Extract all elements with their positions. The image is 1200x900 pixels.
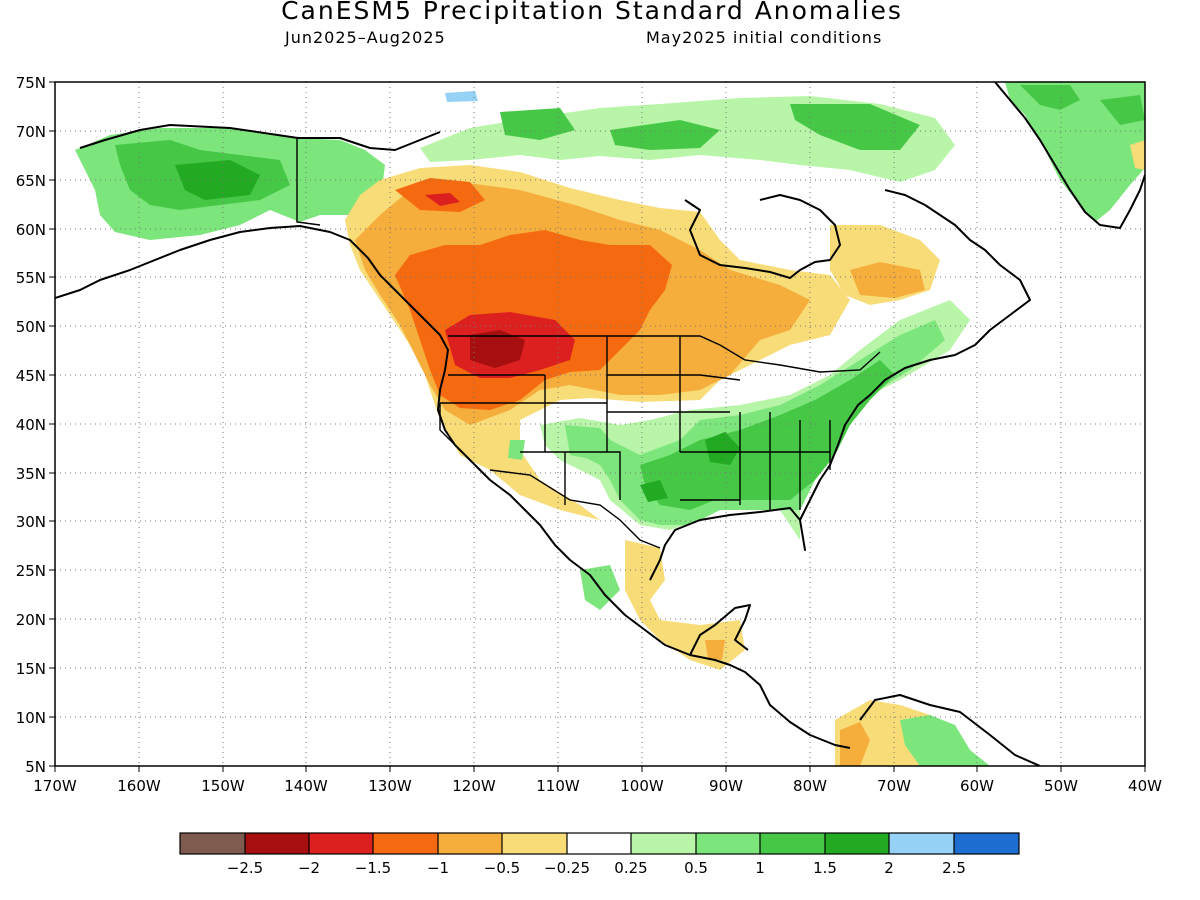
colorbar-label: −2.5 xyxy=(227,859,263,877)
lat-label: 50N xyxy=(16,318,46,336)
anomaly-region-greenland-dry xyxy=(1130,140,1145,170)
lon-label: 70W xyxy=(877,777,911,795)
anomaly-region-eastcanada-dry-core xyxy=(850,262,925,298)
latitude-labels: 75N 70N 65N 60N 55N 50N 45N 40N 35N 30N … xyxy=(16,74,46,776)
lon-label: 50W xyxy=(1044,777,1078,795)
tick-marks xyxy=(49,81,1146,772)
coastline-hudson xyxy=(684,194,841,279)
lat-label: 25N xyxy=(16,562,46,580)
lat-label: 55N xyxy=(16,269,46,287)
lon-label: 40W xyxy=(1128,777,1162,795)
colorbar-swatch xyxy=(373,833,438,854)
colorbar-swatch xyxy=(438,833,502,854)
political-borders xyxy=(296,138,881,549)
coastline-greenland xyxy=(994,82,1145,229)
anomaly-region-samerica-dry-core xyxy=(840,722,870,766)
lon-label: 60W xyxy=(960,777,994,795)
lat-label: 40N xyxy=(16,416,46,434)
anomaly-region-west-dry-ex xyxy=(470,330,525,368)
coastline-gulf xyxy=(649,189,1031,581)
colorbar-label: 1 xyxy=(755,859,765,877)
colorbar-swatch xyxy=(245,833,309,854)
coastline-alaska xyxy=(55,124,851,749)
colorbar-swatch xyxy=(889,833,954,854)
border-alaska-canada xyxy=(296,138,321,226)
colorbar-swatch xyxy=(954,833,1019,854)
colorbar-swatch xyxy=(631,833,696,854)
anomaly-region-mexico-dry-core xyxy=(705,640,725,660)
colorbar-label: −0.5 xyxy=(484,859,520,877)
lat-label: 65N xyxy=(16,172,46,190)
anomaly-region-greenland xyxy=(1005,82,1145,222)
lat-label: 70N xyxy=(16,123,46,141)
lat-label: 45N xyxy=(16,367,46,385)
lon-label: 150W xyxy=(201,777,245,795)
colorbar-label: 1.5 xyxy=(813,859,837,877)
lon-label: 110W xyxy=(536,777,580,795)
anomaly-region-mexico-dry xyxy=(625,540,745,670)
lon-label: 170W xyxy=(33,777,77,795)
border-us-mexico xyxy=(489,469,661,549)
lon-label: 100W xyxy=(620,777,664,795)
coastlines xyxy=(55,82,1145,766)
colorbar-label: −2 xyxy=(298,859,320,877)
forecast-period: Jun2025–Aug2025 xyxy=(285,28,446,47)
colorbar-label: 2.5 xyxy=(942,859,966,877)
lon-label: 130W xyxy=(368,777,412,795)
lat-label: 30N xyxy=(16,513,46,531)
border-us-states xyxy=(439,336,831,510)
coastline-samerica xyxy=(859,694,1041,766)
anomaly-region-greenland-core xyxy=(1020,85,1145,125)
grid-lines xyxy=(55,82,1145,766)
lon-label: 120W xyxy=(452,777,496,795)
lon-label: 90W xyxy=(709,777,743,795)
colorbar: −2.5 −2 −1.5 −1 −0.5 −0.25 0.25 0.5 1 1.… xyxy=(179,832,1020,877)
anomaly-region-east-wet-ex xyxy=(640,432,740,502)
lon-label: 140W xyxy=(284,777,328,795)
anomaly-region-alaska-peak xyxy=(175,160,260,200)
colorbar-label: −0.25 xyxy=(544,859,590,877)
lat-label: 35N xyxy=(16,465,46,483)
lat-label: 75N xyxy=(16,74,46,92)
colorbar-label: 0.5 xyxy=(684,859,708,877)
coastline-mexico-yucatan xyxy=(689,604,751,656)
lat-label: 10N xyxy=(16,709,46,727)
colorbar-label: 2 xyxy=(884,859,894,877)
anomaly-region-arctic-blue xyxy=(445,91,478,102)
colorbar-label: −1 xyxy=(427,859,449,877)
lat-label: 20N xyxy=(16,611,46,629)
colorbar-swatch xyxy=(567,833,631,854)
lat-label: 15N xyxy=(16,660,46,678)
lon-label: 160W xyxy=(117,777,161,795)
lat-label: 5N xyxy=(25,758,46,776)
lon-label: 80W xyxy=(793,777,827,795)
colorbar-swatch xyxy=(502,833,567,854)
anomaly-field xyxy=(75,82,1145,766)
anomaly-region-sw-wet xyxy=(508,425,615,460)
colorbar-swatch xyxy=(309,833,373,854)
colorbar-swatch xyxy=(180,833,245,854)
colorbar-label: −1.5 xyxy=(355,859,391,877)
colorbar-swatch xyxy=(696,833,760,854)
colorbar-label: 0.25 xyxy=(614,859,647,877)
map-title: CanESM5 Precipitation Standard Anomalies xyxy=(281,0,903,25)
anomaly-region-carib-wet xyxy=(900,715,990,766)
colorbar-swatch xyxy=(825,833,889,854)
anomaly-region-east-wet-st xyxy=(640,360,895,510)
border-us-canada xyxy=(448,335,881,373)
anomaly-region-arctic-core xyxy=(500,104,920,150)
lat-label: 60N xyxy=(16,221,46,239)
longitude-labels: 170W 160W 150W 140W 130W 120W 110W 100W … xyxy=(33,777,1162,795)
initial-conditions: May2025 initial conditions xyxy=(646,28,883,47)
colorbar-swatch xyxy=(760,833,825,854)
anomaly-region-yukon-dry-core xyxy=(425,193,460,206)
